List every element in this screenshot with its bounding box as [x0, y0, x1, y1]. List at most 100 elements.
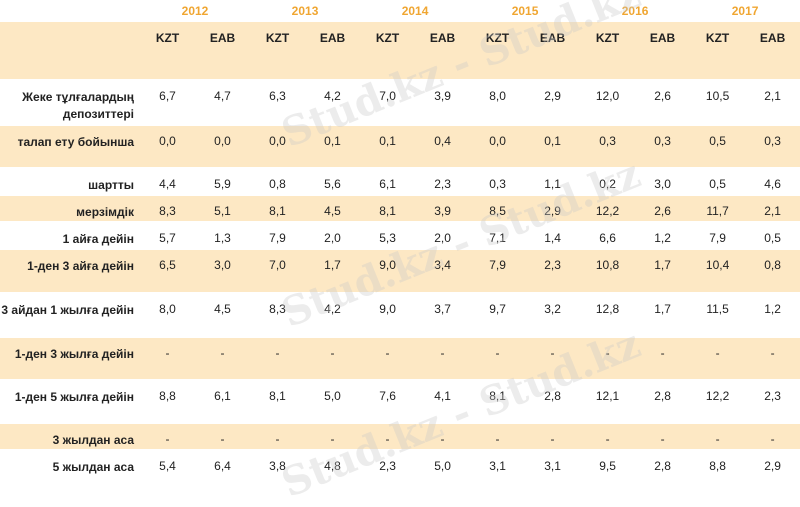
currency-header-eab: EAB — [415, 22, 471, 81]
table-cell: 12,8 — [580, 294, 636, 338]
table-row: талап ету бойынша 0,0 0,0 0,0 0,1 0,1 0,4 0,0 0,… — [0, 126, 800, 169]
table-cell: 0,3 — [635, 126, 691, 169]
table-cell: 3,1 — [470, 451, 526, 478]
year-header-2017: 2017 — [690, 0, 800, 22]
table-cell: 2,0 — [415, 223, 471, 250]
row-label: талап ету бойынша — [0, 126, 140, 169]
table-cell: 1,7 — [635, 250, 691, 294]
table-cell: 8,8 — [690, 451, 746, 478]
currency-header-eab: EAB — [745, 22, 800, 81]
table-cell: 11,5 — [690, 294, 746, 338]
table-cell: 1,4 — [525, 223, 581, 250]
table-cell: 5,0 — [305, 381, 361, 424]
currency-header-kzt: KZT — [140, 22, 195, 81]
table-row: 3 айдан 1 жылға дейін 8,0 4,5 8,3 4,2 9,0 3,7 9… — [0, 294, 800, 338]
table-cell: 6,7 — [140, 81, 195, 126]
table-cell: - — [140, 338, 195, 381]
table-cell: 7,0 — [250, 250, 306, 294]
table-cell: - — [305, 424, 361, 451]
table-cell: 2,8 — [525, 381, 581, 424]
table-cell: 3,7 — [415, 294, 471, 338]
currency-header-row: KZT EAB KZT EAB KZT EAB KZT EAB KZT EAB KZT EAB — [0, 22, 800, 81]
table-cell: - — [140, 424, 195, 451]
table-cell: 2,9 — [525, 81, 581, 126]
table-cell: 8,0 — [140, 294, 195, 338]
table-cell: 5,6 — [305, 169, 361, 196]
table-cell: 2,8 — [635, 381, 691, 424]
table-cell: 0,0 — [470, 126, 526, 169]
table-cell: 0,8 — [250, 169, 306, 196]
table-cell: 8,3 — [140, 196, 195, 223]
table-cell: 9,0 — [360, 250, 416, 294]
table-cell: - — [525, 338, 581, 381]
table-cell: 2,3 — [525, 250, 581, 294]
table-cell: 9,7 — [470, 294, 526, 338]
table-cell: 0,3 — [745, 126, 800, 169]
empty-corner — [0, 22, 140, 81]
table-cell: 0,0 — [250, 126, 306, 169]
table-cell: 0,1 — [525, 126, 581, 169]
table-cell: - — [415, 424, 471, 451]
table-cell: 7,9 — [250, 223, 306, 250]
table-cell: - — [635, 424, 691, 451]
table-cell: 8,1 — [360, 196, 416, 223]
table-cell: 8,3 — [250, 294, 306, 338]
currency-header-kzt: KZT — [470, 22, 526, 81]
table-cell: 7,0 — [360, 81, 416, 126]
row-label: 3 жылдан аса — [0, 424, 140, 451]
table-cell: 5,4 — [140, 451, 195, 478]
empty-corner — [0, 0, 140, 22]
deposit-rates-table: 2012 2013 2014 2015 2016 2017 KZT EAB KZT EAB KZT E… — [0, 0, 800, 478]
table-cell: 3,1 — [525, 451, 581, 478]
table-row: 3 жылдан аса - - - - - - - - - - - - — [0, 424, 800, 451]
table-cell: 12,2 — [580, 196, 636, 223]
table-cell: 3,9 — [415, 196, 471, 223]
table-cell: 2,6 — [635, 196, 691, 223]
table-cell: - — [690, 338, 746, 381]
table-cell: 2,1 — [745, 81, 800, 126]
table-cell: 8,1 — [470, 381, 526, 424]
table-row: 1-ден 3 айға дейін 6,5 3,0 7,0 1,7 9,0 3,4 7,9 2… — [0, 250, 800, 294]
table-cell: 12,1 — [580, 381, 636, 424]
currency-header-eab: EAB — [305, 22, 361, 81]
table-cell: 7,9 — [690, 223, 746, 250]
table-cell: 5,9 — [195, 169, 251, 196]
table-cell: 4,2 — [305, 294, 361, 338]
table-cell: 0,1 — [305, 126, 361, 169]
table-cell: - — [580, 338, 636, 381]
table-cell: 1,3 — [195, 223, 251, 250]
table-cell: - — [360, 424, 416, 451]
year-header-2016: 2016 — [580, 0, 691, 22]
table-row: шартты 4,4 5,9 0,8 5,6 6,1 2,3 0,3 1,1 0,2 3,0 0,5 4… — [0, 169, 800, 196]
year-header-2014: 2014 — [360, 0, 471, 22]
table-cell: - — [580, 424, 636, 451]
table-cell: 1,2 — [635, 223, 691, 250]
table-cell: 4,6 — [745, 169, 800, 196]
table-cell: 7,6 — [360, 381, 416, 424]
table-row: мерзімдік 8,3 5,1 8,1 4,5 8,1 3,9 8,5 2,9 12,2 2,6… — [0, 196, 800, 223]
table-cell: 0,4 — [415, 126, 471, 169]
table-cell: 9,5 — [580, 451, 636, 478]
table-cell: - — [195, 424, 251, 451]
table-cell: 12,2 — [690, 381, 746, 424]
table-cell: 2,0 — [305, 223, 361, 250]
table-cell: 0,1 — [360, 126, 416, 169]
table-cell: 4,4 — [140, 169, 195, 196]
currency-header-eab: EAB — [525, 22, 581, 81]
table-cell: 1,1 — [525, 169, 581, 196]
currency-header-eab: EAB — [195, 22, 251, 81]
table-row: Жеке тұлғалардың депозиттері 6,7 4,7 6,3 4,2… — [0, 81, 800, 126]
table-cell: 11,7 — [690, 196, 746, 223]
table-cell: 8,1 — [250, 381, 306, 424]
currency-header-kzt: KZT — [250, 22, 306, 81]
table-cell: 0,3 — [580, 126, 636, 169]
table-cell: 5,1 — [195, 196, 251, 223]
row-label: 1-ден 5 жылға дейін — [0, 381, 140, 424]
table-cell: 4,8 — [305, 451, 361, 478]
table-cell: - — [745, 338, 800, 381]
table-cell: 10,5 — [690, 81, 746, 126]
table-cell: - — [415, 338, 471, 381]
year-header-2013: 2013 — [250, 0, 361, 22]
table-row: 5 жылдан аса 5,4 6,4 3,8 4,8 2,3 5,0 3,1 3,1 9,5 2… — [0, 451, 800, 478]
